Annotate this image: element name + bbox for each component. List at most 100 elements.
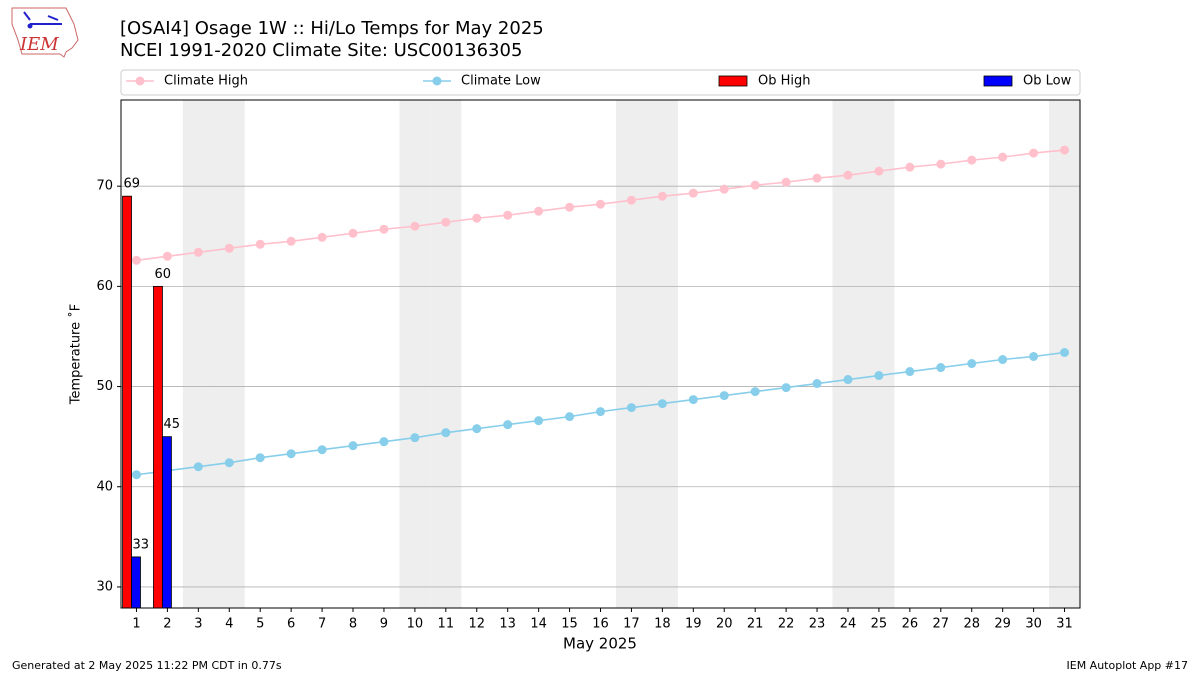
y-tick-label: 60 bbox=[96, 279, 113, 294]
x-tick-label: 26 bbox=[902, 617, 919, 632]
point bbox=[750, 180, 760, 190]
chart-title: [OSAI4] Osage 1W :: Hi/Lo Temps for May … bbox=[120, 18, 544, 39]
x-tick-label: 8 bbox=[349, 617, 357, 632]
point bbox=[193, 247, 203, 257]
weekend-shade bbox=[863, 100, 895, 608]
x-tick-label: 5 bbox=[256, 617, 264, 632]
legend-label: Ob High bbox=[758, 74, 811, 89]
weekend-shade bbox=[399, 100, 431, 608]
weekend-shade bbox=[646, 100, 678, 608]
point bbox=[441, 217, 451, 227]
point bbox=[998, 355, 1008, 365]
weekend-shade bbox=[182, 100, 214, 608]
point bbox=[193, 462, 203, 472]
x-tick-label: 20 bbox=[716, 617, 733, 632]
point bbox=[472, 213, 482, 223]
point bbox=[688, 188, 698, 198]
logo-text: IEM bbox=[19, 34, 59, 55]
x-tick-label: 29 bbox=[994, 617, 1011, 632]
weekend-shade bbox=[832, 100, 864, 608]
x-tick-label: 27 bbox=[933, 617, 950, 632]
point bbox=[596, 199, 605, 209]
x-tick-label: 14 bbox=[530, 617, 547, 632]
point bbox=[255, 453, 265, 463]
x-tick-label: 23 bbox=[809, 617, 826, 632]
point bbox=[317, 232, 327, 242]
x-tick-label: 3 bbox=[194, 617, 202, 632]
point bbox=[224, 458, 234, 468]
point bbox=[905, 367, 915, 377]
chart-subtitle: NCEI 1991-2020 Climate Site: USC00136305 bbox=[120, 40, 522, 61]
x-tick-label: 22 bbox=[778, 617, 795, 632]
point bbox=[812, 173, 822, 183]
data-label: 45 bbox=[163, 417, 180, 432]
x-tick-label: 16 bbox=[592, 617, 609, 632]
x-tick-label: 9 bbox=[380, 617, 388, 632]
point bbox=[348, 228, 358, 238]
point bbox=[843, 170, 853, 180]
point bbox=[657, 399, 667, 409]
bar bbox=[122, 195, 132, 609]
point bbox=[596, 407, 605, 417]
x-tick-label: 2 bbox=[163, 617, 171, 632]
data-label: 60 bbox=[154, 267, 171, 282]
point bbox=[1060, 145, 1070, 155]
x-tick-label: 15 bbox=[561, 617, 578, 632]
weekend-shade bbox=[615, 100, 647, 608]
weekend-shade bbox=[213, 100, 245, 608]
y-tick-label: 50 bbox=[96, 379, 113, 394]
point bbox=[565, 412, 575, 422]
y-tick-label: 40 bbox=[96, 479, 113, 494]
point bbox=[441, 428, 451, 438]
x-tick-label: 7 bbox=[318, 617, 326, 632]
x-tick-label: 24 bbox=[840, 617, 857, 632]
point bbox=[162, 251, 172, 261]
logo: IEM bbox=[11, 7, 79, 58]
point bbox=[317, 445, 327, 455]
point bbox=[410, 221, 420, 231]
point bbox=[719, 391, 729, 401]
x-tick-label: 31 bbox=[1056, 617, 1073, 632]
bar bbox=[153, 285, 163, 609]
point bbox=[534, 416, 544, 426]
point bbox=[781, 177, 791, 187]
data-label: 33 bbox=[133, 537, 150, 552]
point bbox=[565, 202, 575, 212]
legend-marker bbox=[432, 76, 442, 86]
point bbox=[224, 243, 234, 253]
point bbox=[626, 195, 636, 205]
point bbox=[812, 379, 822, 389]
point bbox=[379, 437, 389, 447]
x-tick-label: 13 bbox=[499, 617, 516, 632]
x-axis-label: May 2025 bbox=[563, 635, 637, 653]
point bbox=[348, 441, 358, 451]
point bbox=[967, 359, 977, 369]
y-tick-label: 30 bbox=[96, 579, 113, 594]
point bbox=[967, 155, 977, 165]
point bbox=[286, 236, 296, 246]
point bbox=[936, 159, 946, 169]
x-tick-label: 21 bbox=[747, 617, 764, 632]
x-tick-label: 18 bbox=[654, 617, 671, 632]
point bbox=[472, 424, 482, 434]
x-tick-label: 25 bbox=[871, 617, 888, 632]
point bbox=[503, 210, 513, 220]
point bbox=[255, 239, 265, 249]
point bbox=[781, 383, 791, 393]
point bbox=[131, 255, 141, 265]
point bbox=[750, 387, 760, 397]
plot-frame bbox=[120, 99, 1081, 609]
point bbox=[410, 433, 420, 443]
point bbox=[1029, 148, 1039, 158]
legend-swatch bbox=[718, 75, 748, 87]
x-tick-label: 30 bbox=[1025, 617, 1042, 632]
y-axis-label: Temperature ˚F bbox=[68, 304, 84, 405]
point bbox=[688, 395, 698, 405]
legend-label: Climate High bbox=[164, 74, 248, 89]
weekend-shade bbox=[430, 100, 462, 608]
point bbox=[1029, 352, 1039, 362]
data-label: 69 bbox=[124, 177, 141, 192]
point bbox=[534, 206, 544, 216]
legend-box bbox=[120, 69, 1081, 96]
